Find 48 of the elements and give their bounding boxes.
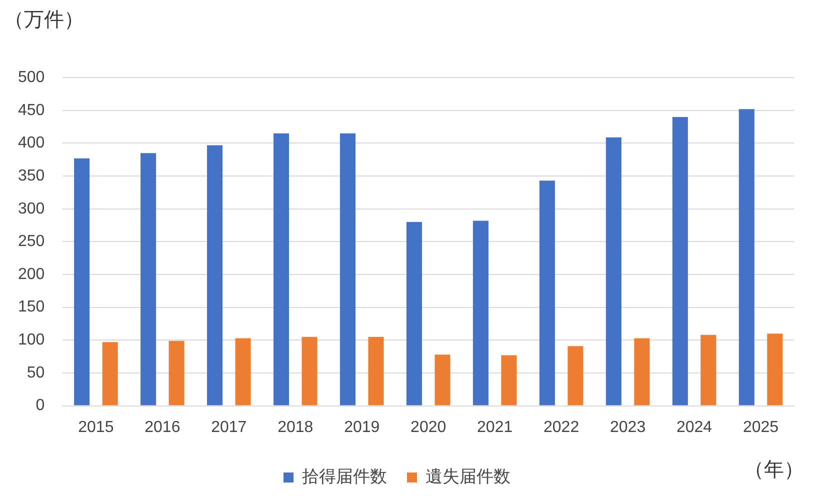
bar <box>434 354 450 406</box>
bar <box>102 342 118 406</box>
y-tick-label: 50 <box>26 364 45 382</box>
bar <box>140 153 156 406</box>
x-tick-label: 2019 <box>344 418 380 436</box>
legend-label: 遺失届件数 <box>426 466 510 487</box>
y-axis-title: （万件） <box>4 6 84 33</box>
bar <box>738 109 754 406</box>
bar <box>539 180 555 406</box>
x-axis-title: （年） <box>744 456 804 483</box>
bar <box>235 338 251 406</box>
y-tick-label: 350 <box>18 167 45 184</box>
y-tick-label: 250 <box>18 233 45 250</box>
bar <box>606 137 622 406</box>
y-tick-label: 200 <box>18 266 45 283</box>
bar <box>501 355 517 406</box>
y-tick-label: 400 <box>18 134 45 152</box>
x-tick-label: 2016 <box>144 418 180 436</box>
y-tick-label: 150 <box>18 298 45 316</box>
y-tick-label: 500 <box>18 69 45 86</box>
bar <box>472 220 488 406</box>
y-tick-label: 450 <box>18 102 45 119</box>
x-tick-label: 2021 <box>477 418 513 436</box>
bar <box>700 334 716 406</box>
x-tick-label: 2017 <box>211 418 247 436</box>
bar <box>273 133 290 406</box>
x-tick-label: 2023 <box>610 418 646 436</box>
y-tick-label: 300 <box>18 200 45 218</box>
x-tick-label: 2020 <box>410 418 446 436</box>
x-tick-label: 2025 <box>742 418 779 436</box>
y-tick-label: 0 <box>36 397 45 414</box>
bar <box>340 133 356 406</box>
x-tick-label: 2022 <box>544 418 580 436</box>
bar <box>368 336 384 406</box>
bar <box>302 336 318 406</box>
bar <box>672 116 688 406</box>
bar <box>634 338 650 406</box>
bar <box>767 334 783 406</box>
y-tick-label: 100 <box>18 332 45 349</box>
bar <box>207 145 223 406</box>
bar <box>406 222 422 406</box>
x-tick-label: 2015 <box>78 418 114 436</box>
bar <box>74 158 90 406</box>
x-tick-label: 2024 <box>676 418 712 436</box>
legend-label: 拾得届件数 <box>302 466 387 487</box>
bar <box>568 346 584 406</box>
bar <box>168 340 184 406</box>
x-tick-label: 2018 <box>278 418 314 436</box>
